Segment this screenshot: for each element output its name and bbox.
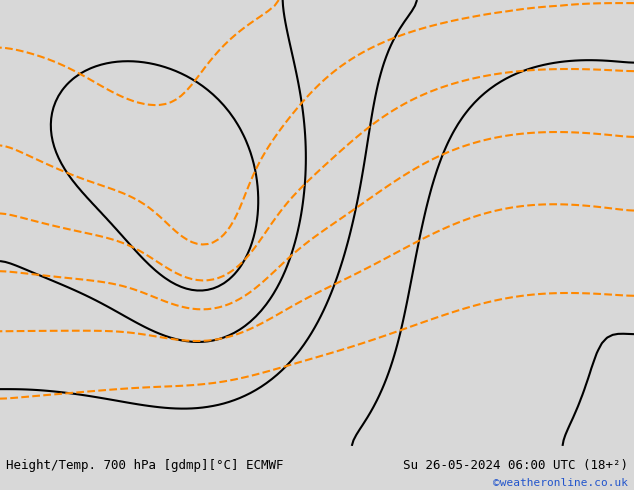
Text: Height/Temp. 700 hPa [gdmp][°C] ECMWF: Height/Temp. 700 hPa [gdmp][°C] ECMWF: [6, 459, 284, 472]
Text: ©weatheronline.co.uk: ©weatheronline.co.uk: [493, 478, 628, 488]
Text: Su 26-05-2024 06:00 UTC (18+²): Su 26-05-2024 06:00 UTC (18+²): [403, 459, 628, 472]
